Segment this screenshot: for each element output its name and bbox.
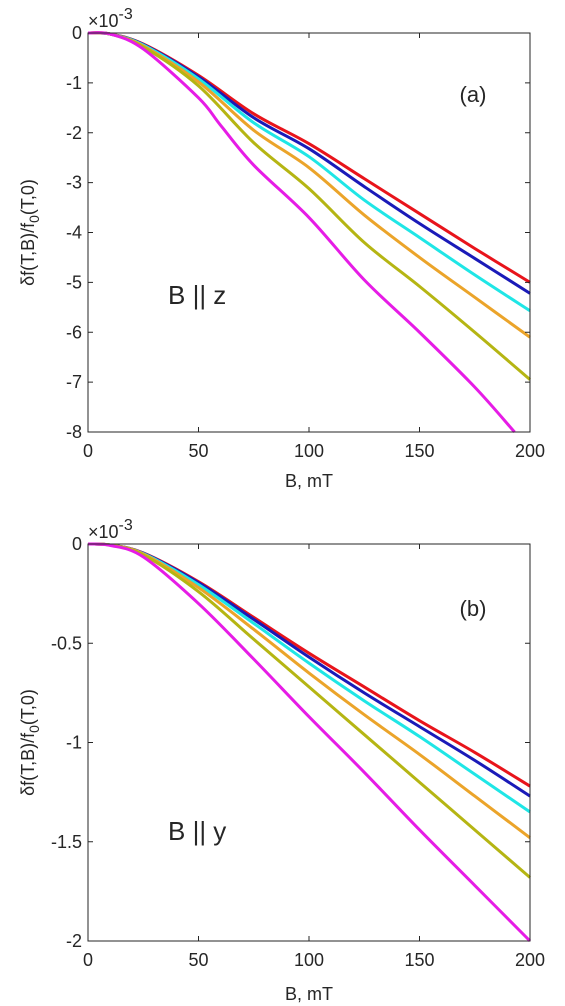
x-tick-label: 150 — [404, 441, 434, 461]
x-tick-label: 100 — [294, 441, 324, 461]
panel-label: (b) — [460, 596, 487, 621]
y-axis-label: δf(T,B)/f0(T,0) — [18, 179, 42, 286]
x-axis-label: B, mT — [285, 984, 333, 1004]
y-tick-label: -2 — [66, 931, 82, 951]
series-line-3 — [87, 31, 531, 313]
x-axis-label: B, mT — [285, 471, 333, 491]
series-line-6 — [87, 31, 516, 433]
series-line-3 — [87, 542, 531, 814]
y-tick-label: -1.5 — [51, 832, 82, 852]
y-tick-label: -3 — [66, 173, 82, 193]
x-tick-label: 50 — [188, 950, 208, 970]
panel-label: (a) — [460, 82, 487, 107]
y-tick-label: -7 — [66, 372, 82, 392]
y-tick-label: -1 — [66, 73, 82, 93]
x-tick-label: 100 — [294, 950, 324, 970]
series-line-4 — [87, 31, 531, 339]
series-line-2 — [87, 542, 531, 798]
series-line-1 — [87, 542, 531, 788]
x-tick-label: 150 — [404, 950, 434, 970]
x-tick-label: 50 — [188, 441, 208, 461]
y-tick-label: -6 — [66, 322, 82, 342]
series-line-2 — [87, 31, 531, 295]
field-direction-annotation: B || y — [168, 816, 226, 846]
exponent-label: ×10-3 — [88, 6, 133, 31]
y-tick-label: -0.5 — [51, 633, 82, 653]
y-tick-label: 0 — [72, 23, 82, 43]
x-tick-label: 0 — [83, 950, 93, 970]
series-line-4 — [87, 542, 531, 839]
series-line-6 — [87, 542, 532, 943]
panel-a: 0 50 100 150 200 0 -1 -2 -3 -4 -5 -6 -7 -8 ×10-3 B, mT δ… — [18, 6, 545, 491]
x-tick-label: 200 — [515, 950, 545, 970]
x-tick-label: 0 — [83, 441, 93, 461]
y-tick-label: -8 — [66, 422, 82, 442]
y-tick-label: -4 — [66, 223, 82, 243]
y-tick-label: -5 — [66, 272, 82, 292]
field-direction-annotation: B || z — [168, 280, 226, 310]
y-tick-label: 0 — [72, 534, 82, 554]
panel-b: 0 50 100 150 200 0 -0.5 -1 -1.5 -2 ×10-3 B, mT δf(T,… — [18, 517, 545, 1004]
y-tick-label: -2 — [66, 123, 82, 143]
y-axis-label: δf(T,B)/f0(T,0) — [18, 689, 42, 796]
y-tick-label: -1 — [66, 733, 82, 753]
series-line-5 — [87, 542, 531, 879]
exponent-label: ×10-3 — [88, 517, 133, 542]
x-tick-label: 200 — [515, 441, 545, 461]
